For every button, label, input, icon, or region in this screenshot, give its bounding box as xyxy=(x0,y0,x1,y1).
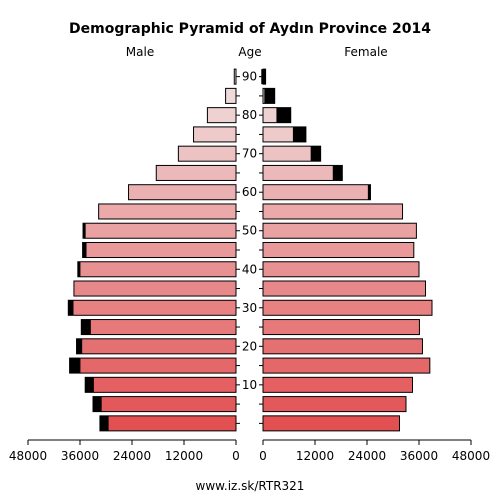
female-bar-extra-70-74 xyxy=(310,146,321,162)
male-bar-extra-50-54 xyxy=(83,223,86,239)
male-bar-65-69 xyxy=(155,164,237,181)
female-label: Female xyxy=(344,45,387,59)
female-bar-extra-80-84 xyxy=(276,107,291,123)
female-bar-extra-85-89 xyxy=(264,88,275,104)
female-axis-tick-label: 12000 xyxy=(296,449,334,463)
female-bar-45-49 xyxy=(262,241,415,259)
male-x-axis: 48000 36000 24000 12000 0 xyxy=(9,439,240,463)
male-bar-35-39 xyxy=(73,280,237,297)
male-bar-80-84 xyxy=(206,107,237,124)
age-tick-label: 80 xyxy=(242,108,257,122)
female-bars xyxy=(261,68,433,432)
male-bar-extra-25-29 xyxy=(81,319,91,335)
male-bar-5-9 xyxy=(92,396,237,413)
age-tick-label: 50 xyxy=(242,224,257,238)
female-bar-extra-60-64 xyxy=(367,184,371,200)
age-label: Age xyxy=(238,45,261,59)
male-bar-90+ xyxy=(233,68,237,85)
female-bar-15-19 xyxy=(262,357,431,374)
male-bar-40-44 xyxy=(77,261,237,278)
male-axis-tick-label: 12000 xyxy=(165,449,203,463)
age-tick-label: 20 xyxy=(242,339,257,353)
age-tick-label: 10 xyxy=(242,378,257,392)
female-bar-extra-75-79 xyxy=(292,126,306,142)
age-tick-label: 90 xyxy=(242,70,257,84)
male-axis-tick-label: 48000 xyxy=(9,449,47,463)
age-tick-label: 60 xyxy=(242,185,257,199)
male-bar-25-29 xyxy=(80,319,237,336)
female-bar-60-64 xyxy=(262,184,371,201)
female-axis-tick-label: 36000 xyxy=(400,449,438,463)
male-axis-tick-label: 24000 xyxy=(113,449,151,463)
male-bar-0-4 xyxy=(99,415,237,432)
male-bar-85-89 xyxy=(225,87,237,104)
male-bar-extra-20-24 xyxy=(76,338,83,354)
male-bar-55-59 xyxy=(98,203,237,220)
age-tick-label: 40 xyxy=(242,262,257,276)
male-bar-50-54 xyxy=(82,222,237,239)
age-tick-label: 30 xyxy=(242,301,257,315)
male-bar-60-64 xyxy=(128,184,237,201)
female-bar-65-69 xyxy=(262,164,343,181)
male-bar-15-19 xyxy=(69,357,237,374)
male-label: Male xyxy=(126,45,154,59)
age-axis: 10 20 30 40 50 60 70 80 90 xyxy=(236,70,263,424)
male-bar-30-34 xyxy=(67,299,237,316)
male-bar-extra-10-14 xyxy=(85,377,94,393)
male-bar-extra-45-49 xyxy=(82,242,87,258)
female-bar-55-59 xyxy=(262,203,404,220)
female-axis-tick-label: 48000 xyxy=(452,449,490,463)
male-bar-extra-5-9 xyxy=(93,396,102,412)
female-axis-tick-label: 0 xyxy=(259,449,267,463)
male-bar-20-24 xyxy=(76,338,237,355)
female-bar-10-14 xyxy=(262,376,413,393)
female-bar-50-54 xyxy=(262,222,417,239)
male-bar-70-74 xyxy=(177,145,237,162)
male-bar-extra-30-34 xyxy=(68,300,74,316)
female-bar-35-39 xyxy=(262,280,426,297)
female-bar-30-34 xyxy=(262,299,433,316)
age-tick-label: 70 xyxy=(242,147,257,161)
male-bar-extra-40-44 xyxy=(77,261,81,277)
male-bar-10-14 xyxy=(84,376,237,393)
male-axis-tick-label: 0 xyxy=(232,449,240,463)
female-bar-extra-90+ xyxy=(261,69,266,85)
female-bar-5-9 xyxy=(262,396,407,413)
female-bar-25-29 xyxy=(262,319,420,336)
female-bar-40-44 xyxy=(262,261,420,278)
female-x-axis: 0 12000 24000 36000 48000 xyxy=(259,439,490,463)
male-bar-extra-0-4 xyxy=(99,415,109,431)
male-bar-extra-15-19 xyxy=(69,358,81,374)
female-bar-extra-65-69 xyxy=(332,165,343,181)
female-bar-20-24 xyxy=(262,338,423,355)
female-bar-0-4 xyxy=(262,415,400,432)
male-bar-45-49 xyxy=(82,241,237,259)
source-footer: www.iz.sk/RTR321 xyxy=(196,479,305,493)
female-axis-tick-label: 24000 xyxy=(348,449,386,463)
chart-title: Demographic Pyramid of Aydın Province 20… xyxy=(69,21,431,37)
male-axis-tick-label: 36000 xyxy=(61,449,99,463)
male-bar-75-79 xyxy=(193,126,237,143)
male-bars xyxy=(67,68,237,432)
